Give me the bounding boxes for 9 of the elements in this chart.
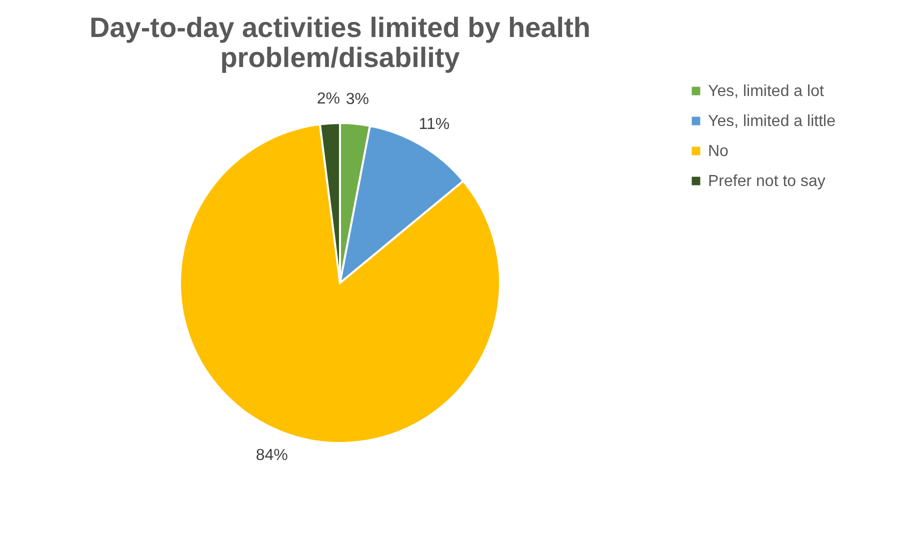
data-label: 84% <box>256 447 288 464</box>
chart-title: Day-to-day activities limited by health problem/disability <box>89 12 591 73</box>
legend-label: No <box>708 143 729 160</box>
legend-label: Yes, limited a little <box>708 113 836 130</box>
data-label: 2% <box>316 90 340 108</box>
data-label: 3% <box>346 90 369 108</box>
legend-label: Yes, limited a lot <box>708 83 824 100</box>
legend-label: Prefer not to say <box>708 173 826 190</box>
data-label: 11% <box>418 116 450 133</box>
